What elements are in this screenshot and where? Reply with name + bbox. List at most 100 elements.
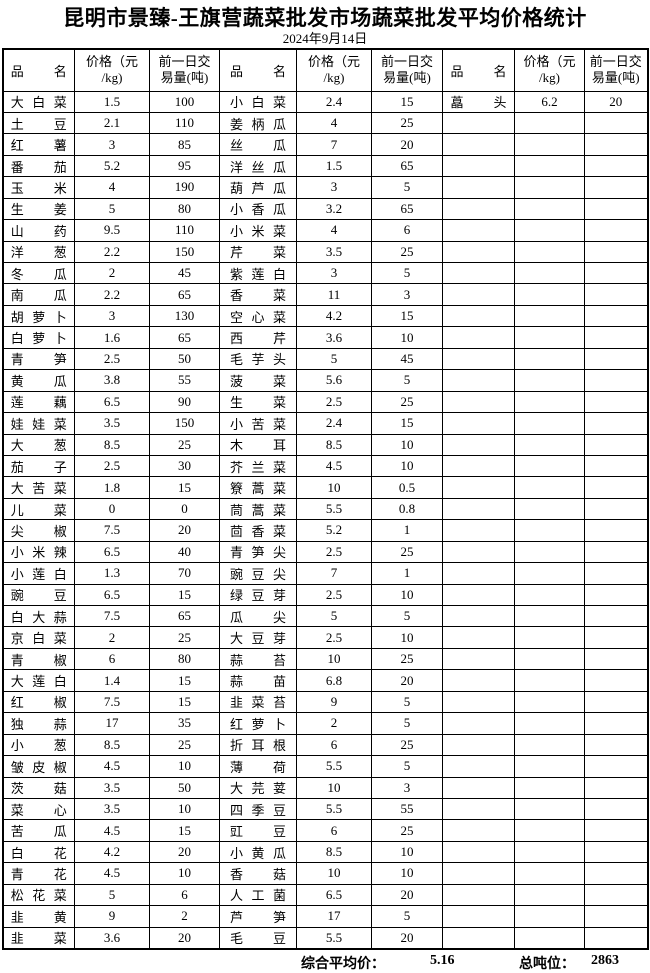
- product-name-cell: [442, 626, 515, 649]
- price-cell: 1.8: [74, 476, 150, 499]
- header-volume: 前一日交 易量(吨): [149, 48, 220, 92]
- table-row: 小莲白 1.3 70 豌豆尖 7 1: [2, 562, 648, 585]
- volume-cell: 80: [149, 647, 220, 671]
- volume-cell: [584, 712, 648, 735]
- table-row: 生姜 5 80 小香瓜 3.2 65: [2, 197, 648, 221]
- volume-cell: 80: [149, 197, 220, 221]
- volume-cell: 10: [371, 862, 443, 885]
- volume-cell: 5: [371, 261, 443, 285]
- product-name-cell: 芦笋: [219, 905, 297, 928]
- table-row: 山药 9.5 110 小米菜 4 6: [2, 219, 648, 242]
- price-cell: 4.5: [74, 755, 150, 778]
- product-name-cell: [442, 755, 515, 778]
- volume-cell: [584, 261, 648, 285]
- price-cell: 5.5: [296, 497, 372, 521]
- product-name-cell: [442, 690, 515, 714]
- volume-cell: [584, 755, 648, 778]
- product-name-cell: [442, 304, 515, 328]
- price-cell: 5: [74, 883, 150, 907]
- product-name-cell: 山药: [2, 219, 75, 242]
- table-row: 尖椒 7.5 20 茴香菜 5.2 1: [2, 519, 648, 542]
- price-cell: 6: [296, 733, 372, 757]
- price-cell: [514, 133, 585, 156]
- price-cell: 2.5: [296, 540, 372, 564]
- volume-cell: [584, 197, 648, 221]
- table-row: 皱皮椒 4.5 10 薄荷 5.5 5: [2, 755, 648, 778]
- volume-cell: 10: [371, 326, 443, 349]
- volume-cell: [584, 111, 648, 135]
- price-cell: 6.5: [74, 390, 150, 414]
- product-name-cell: 生姜: [2, 197, 75, 221]
- volume-cell: [584, 154, 648, 178]
- volume-cell: 6: [149, 883, 220, 907]
- price-cell: 9: [74, 905, 150, 928]
- product-name-cell: 豌豆尖: [219, 562, 297, 585]
- product-name-cell: [442, 840, 515, 864]
- product-name-cell: 小米辣: [2, 540, 75, 564]
- price-cell: 7: [296, 562, 372, 585]
- price-cell: 5: [74, 197, 150, 221]
- price-cell: 3.5: [74, 797, 150, 821]
- product-name-cell: [442, 604, 515, 628]
- price-cell: 2.4: [296, 412, 372, 435]
- price-cell: [514, 883, 585, 907]
- volume-cell: 65: [371, 154, 443, 178]
- price-cell: [514, 755, 585, 778]
- price-table: 品名价格（元 /kg) 前一日交 易量(吨) 品名价格（元 /kg) 前一日交 易量(…: [1, 48, 649, 950]
- volume-cell: 20: [584, 90, 648, 113]
- product-name-cell: 松花菜: [2, 883, 75, 907]
- volume-cell: 25: [371, 240, 443, 264]
- product-name-cell: 苦瓜: [2, 819, 75, 842]
- price-cell: 4: [296, 111, 372, 135]
- price-cell: [514, 562, 585, 585]
- volume-cell: 15: [371, 412, 443, 435]
- price-cell: 5.5: [296, 755, 372, 778]
- price-cell: 6: [74, 647, 150, 671]
- product-name-cell: 京白菜: [2, 626, 75, 649]
- product-name-cell: 香菜: [219, 283, 297, 306]
- product-name-cell: 儿菜: [2, 497, 75, 521]
- volume-cell: [584, 926, 648, 950]
- price-table-body: 大白菜 1.5 100 小白菜 2.4 15 藠头 6.2 20 土豆 2.1 110 姜柄瓜 4 25 红薯…: [2, 90, 648, 950]
- product-name-cell: [442, 154, 515, 178]
- volume-cell: [584, 733, 648, 757]
- volume-cell: 45: [371, 347, 443, 371]
- table-row: 韭黄 9 2 芦笋 17 5: [2, 905, 648, 928]
- price-cell: [514, 261, 585, 285]
- table-row: 娃娃菜 3.5 150 小苦菜 2.4 15: [2, 412, 648, 435]
- price-cell: 10: [296, 862, 372, 885]
- volume-cell: 10: [371, 454, 443, 478]
- product-name-cell: 白萝卜: [2, 326, 75, 349]
- price-cell: 3.5: [296, 240, 372, 264]
- product-name-cell: 大葱: [2, 433, 75, 456]
- volume-cell: 40: [149, 540, 220, 564]
- price-cell: [514, 733, 585, 757]
- volume-cell: 150: [149, 240, 220, 264]
- volume-cell: 95: [149, 154, 220, 178]
- volume-cell: 5: [371, 369, 443, 392]
- volume-cell: [584, 840, 648, 864]
- product-name-cell: [442, 390, 515, 414]
- volume-cell: 130: [149, 304, 220, 328]
- volume-cell: 15: [149, 819, 220, 842]
- product-name-cell: [442, 476, 515, 499]
- table-row: 韭菜 3.6 20 毛豆 5.5 20: [2, 926, 648, 950]
- price-cell: 2: [74, 626, 150, 649]
- volume-cell: 3: [371, 776, 443, 799]
- product-name-cell: 玉米: [2, 176, 75, 199]
- table-row: 大白菜 1.5 100 小白菜 2.4 15 藠头 6.2 20: [2, 90, 648, 113]
- product-name-cell: 豌豆: [2, 583, 75, 607]
- product-name-cell: 毛豆: [219, 926, 297, 950]
- price-cell: 1.6: [74, 326, 150, 349]
- volume-cell: 50: [149, 776, 220, 799]
- volume-cell: 15: [149, 583, 220, 607]
- table-row: 黄瓜 3.8 55 菠菜 5.6 5: [2, 369, 648, 392]
- product-name-cell: [442, 133, 515, 156]
- total-tonnage-label: 总吨位：: [519, 956, 575, 972]
- price-cell: [514, 819, 585, 842]
- product-name-cell: 蒜苔: [219, 647, 297, 671]
- price-cell: 17: [296, 905, 372, 928]
- product-name-cell: [442, 347, 515, 371]
- price-cell: 3: [296, 176, 372, 199]
- volume-cell: 15: [149, 476, 220, 499]
